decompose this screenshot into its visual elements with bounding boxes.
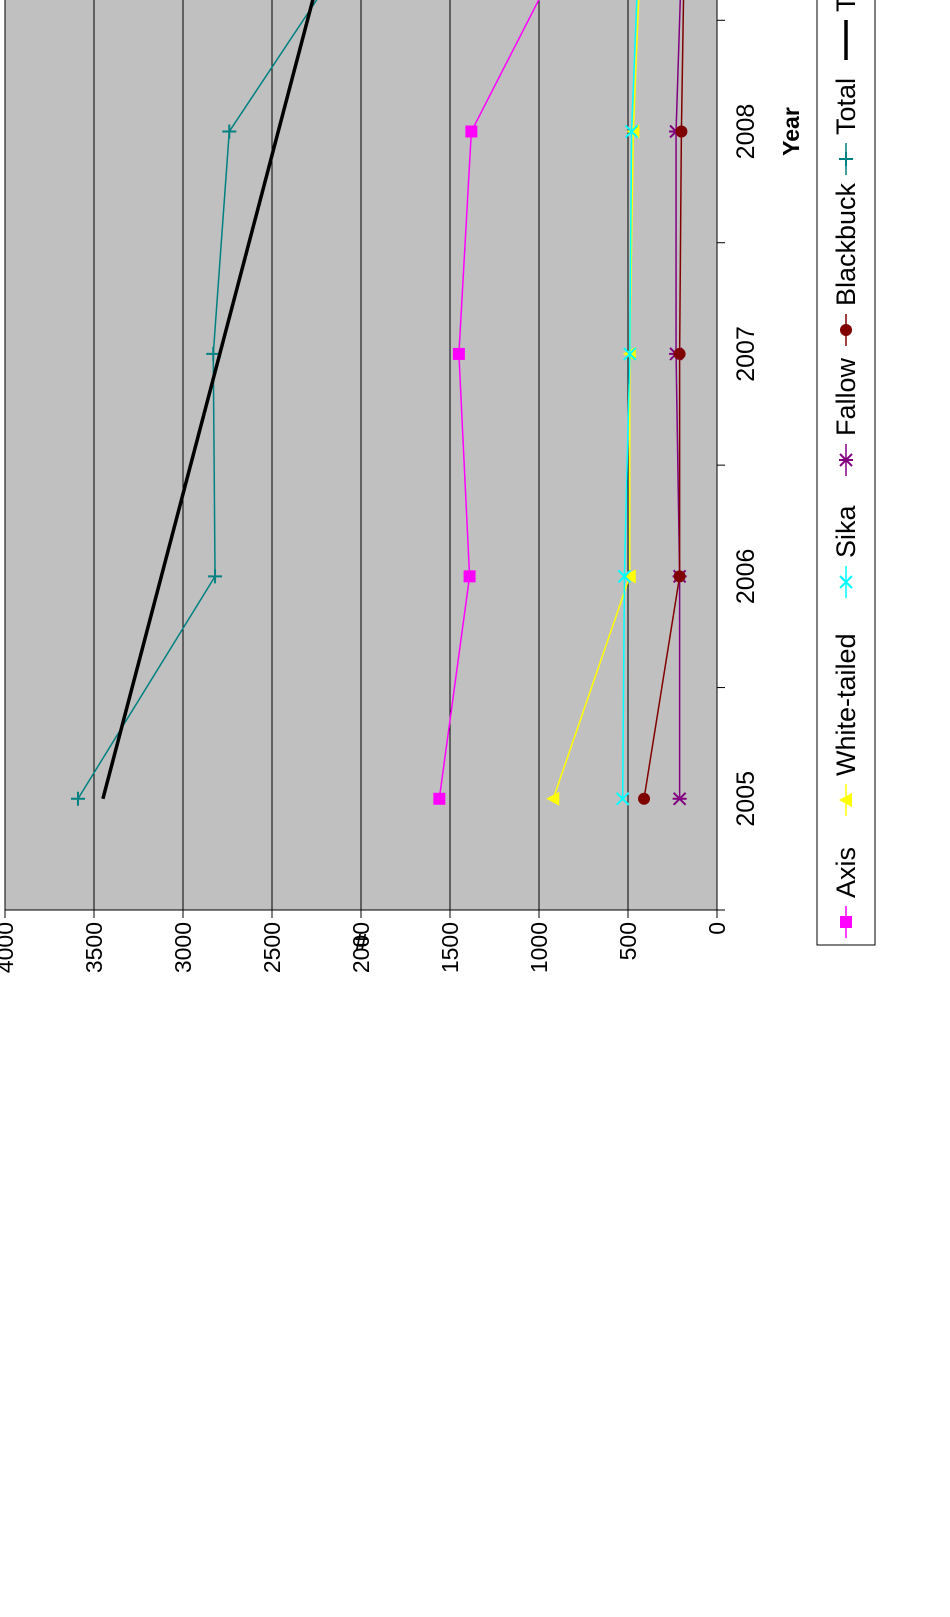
data-point bbox=[433, 792, 446, 805]
legend-item: Total Population Trend bbox=[831, 0, 861, 60]
data-point bbox=[465, 125, 478, 138]
y-tick-label: 500 bbox=[615, 922, 641, 960]
y-tick-label: 1000 bbox=[526, 922, 552, 973]
data-point bbox=[208, 569, 223, 584]
y-tick-label: 2500 bbox=[259, 922, 285, 973]
legend-marker bbox=[839, 453, 853, 467]
y-tick-label: 1500 bbox=[437, 922, 463, 973]
data-point bbox=[615, 792, 630, 806]
legend-marker bbox=[839, 793, 852, 807]
x-tick-label: 2006 bbox=[732, 549, 760, 605]
data-point bbox=[675, 125, 688, 138]
y-tick-label: 3000 bbox=[170, 922, 196, 973]
plot-area: 0 500 1000 1500 2000 2500 3000 3500 4000 2005 2006… bbox=[0, 0, 804, 973]
legend-marker bbox=[840, 324, 852, 336]
legend-marker bbox=[839, 152, 853, 166]
legend-item: Fallow bbox=[831, 357, 861, 476]
legend-label: Total bbox=[831, 78, 861, 135]
data-point bbox=[452, 347, 465, 360]
data-point bbox=[672, 792, 687, 806]
x-tick-label: 2008 bbox=[732, 104, 760, 160]
legend-marker bbox=[839, 575, 853, 589]
x-tick-label: 2005 bbox=[732, 771, 760, 827]
total-population-trend-line bbox=[101, 0, 456, 800]
data-point bbox=[206, 346, 221, 361]
x-tick-label: 2007 bbox=[732, 326, 760, 382]
series-total bbox=[70, 0, 460, 806]
y-tick-label: 4000 bbox=[0, 922, 18, 973]
data-point bbox=[623, 347, 637, 361]
legend-item: Axis bbox=[831, 847, 861, 938]
series-axis bbox=[433, 0, 617, 805]
y-tick-label: 0 bbox=[704, 922, 730, 935]
legend-box bbox=[816, 0, 876, 946]
data-point bbox=[463, 570, 476, 583]
legend-label: White-tailed bbox=[831, 633, 861, 776]
legend-label: Axis bbox=[831, 847, 861, 898]
legend-marker bbox=[840, 916, 852, 928]
series-layer bbox=[70, 0, 693, 806]
legend-items: Axis White-tailed Sika Fallow Blackbuck Total… bbox=[831, 0, 861, 938]
data-point bbox=[673, 570, 686, 583]
y-tick-label: 2000 bbox=[348, 922, 374, 973]
legend-item: Blackbuck bbox=[831, 182, 861, 346]
legend-label: Sika bbox=[831, 504, 861, 558]
series-sika bbox=[615, 0, 672, 806]
data-point bbox=[617, 569, 632, 584]
data-point bbox=[546, 791, 560, 806]
legend-label: Fallow bbox=[831, 357, 861, 436]
legend-item: Sika bbox=[831, 504, 861, 598]
data-point bbox=[673, 347, 686, 360]
legend-item: White-tailed bbox=[831, 633, 861, 816]
data-point bbox=[222, 124, 237, 139]
legend: Axis White-tailed Sika Fallow Blackbuck Total… bbox=[816, 0, 876, 946]
axes bbox=[4, 0, 725, 918]
series-blackbuck bbox=[638, 0, 693, 805]
data-point bbox=[70, 791, 85, 806]
legend-label: Total Population Trend bbox=[831, 0, 861, 12]
data-point bbox=[624, 124, 639, 139]
y-tick-label: 3500 bbox=[81, 922, 107, 973]
tick-labels: 0 500 1000 1500 2000 2500 3000 3500 4000 2005 2006… bbox=[0, 104, 760, 973]
y-axis-title: # bbox=[354, 929, 367, 955]
data-point bbox=[638, 792, 651, 805]
legend-label: Blackbuck bbox=[831, 182, 861, 306]
x-axis-title: Year bbox=[778, 107, 804, 156]
legend-item: Total bbox=[831, 78, 861, 175]
data-point bbox=[622, 569, 636, 584]
